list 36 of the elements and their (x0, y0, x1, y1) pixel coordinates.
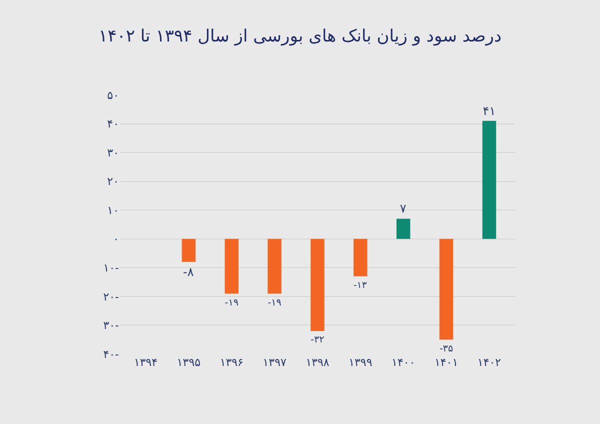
data-label: ۷ (400, 202, 407, 216)
data-label: -۳۵ (439, 343, 454, 354)
bar (224, 238, 238, 294)
x-tick-label: ۱۳۹۵ (176, 356, 201, 369)
y-tick-label: ۲۰ (107, 175, 119, 188)
y-tick-label: ۳۰- (103, 319, 120, 332)
y-tick-label: ۴۰ (107, 118, 119, 131)
x-tick-label: ۱۳۹۴ (134, 356, 158, 369)
data-label: -۸ (183, 264, 194, 279)
bar (310, 238, 324, 331)
x-tick-label: ۱۴۰۰ (392, 356, 416, 369)
bar (354, 238, 368, 276)
bar (482, 120, 496, 239)
x-tick-label: ۱۳۹۶ (220, 356, 244, 369)
y-tick-label: ۱۰ (107, 204, 119, 217)
data-label: -۱۹ (224, 297, 238, 308)
x-tick-label: ۱۳۹۹ (348, 356, 372, 369)
y-tick-label: ۱۰- (103, 262, 120, 275)
y-tick-label: ۴۰- (103, 348, 120, 361)
x-tick-label: ۱۴۰۱ (434, 356, 458, 369)
data-label: -۱۹ (268, 297, 282, 308)
x-tick-label: ۱۳۹۷ (262, 356, 286, 369)
y-tick-label: ۰ (113, 232, 119, 246)
y-tick-label: ۳۰ (107, 146, 119, 160)
y-tick-label: ۲۰- (103, 290, 120, 304)
x-tick-label: ۱۳۹۸ (306, 356, 330, 369)
data-label: -۳۲ (310, 334, 324, 346)
data-label: ۴۱ (482, 104, 496, 118)
x-tick-label: ۱۴۰۲ (477, 356, 502, 369)
bar (439, 238, 454, 340)
bar (182, 238, 196, 262)
chart-title: درصد سود و زیان بانک های بورسی از سال ۱۳۹۴ تا ۱۴۰۲ (98, 26, 502, 47)
bar (268, 238, 282, 294)
bar (396, 218, 410, 239)
y-tick-label: ۵۰ (107, 88, 119, 102)
data-label: -۱۳ (354, 280, 367, 291)
